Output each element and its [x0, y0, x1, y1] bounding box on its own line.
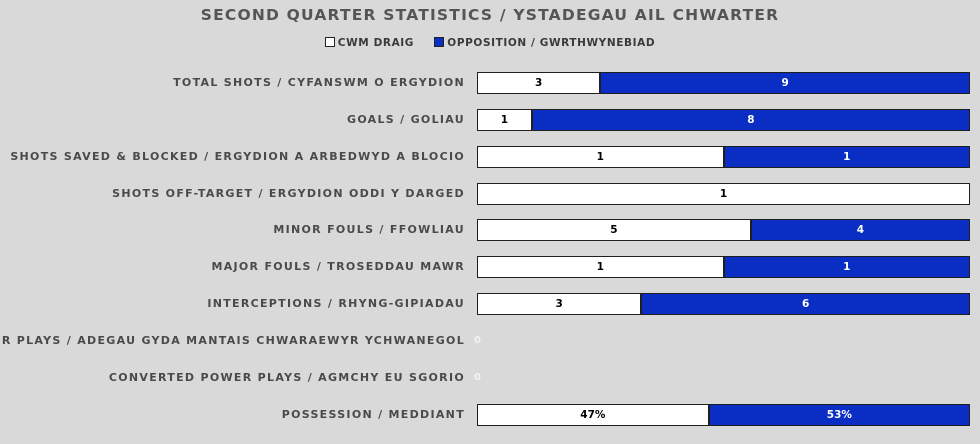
- category-label: POWER PLAYS / ADEGAU GYDA MANTAIS CHWARA…: [0, 334, 465, 347]
- category-label: CONVERTED POWER PLAYS / AGMCHY EU SGORIO: [108, 371, 465, 384]
- category-label: SHOTS OFF-TARGET / ERGYDION ODDI Y DARGE…: [112, 187, 465, 200]
- data-label: 1: [843, 261, 851, 273]
- data-label: 1: [500, 114, 509, 126]
- chart-row: SHOTS SAVED & BLOCKED / ERGYDION A ARBED…: [0, 146, 980, 168]
- bar-segment-home: 1: [477, 183, 970, 205]
- bar-segment-opposition: 8: [531, 109, 970, 131]
- data-label: 9: [781, 77, 789, 89]
- chart-row: SHOTS OFF-TARGET / ERGYDION ODDI Y DARGE…: [0, 183, 980, 205]
- chart-row: GOALS / GOLIAU 1 8: [0, 109, 980, 131]
- data-label: 1: [843, 151, 851, 163]
- bar-segment-opposition: 4: [750, 219, 970, 241]
- bar-segment-home: 3: [477, 293, 642, 315]
- category-label: INTERCEPTIONS / RHYNG-GIPIADAU: [207, 297, 465, 310]
- data-label: 47%: [580, 409, 606, 421]
- bar-segment-opposition: 9: [600, 72, 970, 94]
- category-label: POSSESSION / MEDDIANT: [281, 408, 465, 421]
- bar-segment-home: 1: [477, 146, 724, 168]
- legend-label-home: CWM DRAIG: [337, 37, 415, 49]
- category-label: TOTAL SHOTS / CYFANSWM O ERGYDION: [173, 76, 465, 89]
- bar-track: 47% 53%: [477, 404, 970, 426]
- data-label: 1: [719, 188, 728, 200]
- chart-row: POWER PLAYS / ADEGAU GYDA MANTAIS CHWARA…: [0, 330, 980, 352]
- chart-row: MAJOR FOULS / TROSEDDAU MAWR 1 1: [0, 256, 980, 278]
- data-label: 8: [747, 114, 755, 126]
- bar-segment-home: 47%: [477, 404, 709, 426]
- category-label: MINOR FOULS / FFOWLIAU: [273, 223, 465, 236]
- legend-item-home: CWM DRAIG: [324, 37, 415, 49]
- bar-segment-opposition: 1: [723, 256, 970, 278]
- data-label: 4: [856, 224, 865, 236]
- bar-segment-opposition: 6: [641, 293, 970, 315]
- legend-swatch-opposition: [434, 37, 445, 47]
- data-label: 3: [555, 298, 563, 310]
- bar-segment-home: 3: [477, 72, 601, 94]
- chart-row: MINOR FOULS / FFOWLIAU 5 4: [0, 219, 980, 241]
- chart-row: TOTAL SHOTS / CYFANSWM O ERGYDION 3 9: [0, 72, 980, 94]
- legend-swatch-home: [324, 37, 335, 47]
- chart-legend: CWM DRAIG OPPOSITION / GWRTHWYNEBIAD: [0, 37, 980, 49]
- legend-item-opposition: OPPOSITION / GWRTHWYNEBIAD: [434, 37, 655, 49]
- category-label: SHOTS SAVED & BLOCKED / ERGYDION A ARBED…: [10, 150, 465, 163]
- bar-segment-opposition: 1: [723, 146, 970, 168]
- chart-row: INTERCEPTIONS / RHYNG-GIPIADAU 3 6: [0, 293, 980, 315]
- bar-segment-opposition: 53%: [708, 404, 970, 426]
- data-label: 0: [474, 372, 481, 383]
- legend-label-opposition: OPPOSITION / GWRTHWYNEBIAD: [447, 37, 656, 49]
- chart-row: POSSESSION / MEDDIANT 47% 53%: [0, 404, 980, 426]
- data-label: 1: [596, 151, 604, 163]
- data-label: 53%: [826, 409, 852, 421]
- bar-segment-home: 1: [477, 109, 532, 131]
- bar-segment-home: 5: [477, 219, 751, 241]
- data-label: 5: [610, 224, 618, 236]
- data-label: 0: [474, 335, 481, 346]
- chart-row: CONVERTED POWER PLAYS / AGMCHY EU SGORIO…: [0, 367, 980, 389]
- category-label: GOALS / GOLIAU: [347, 113, 465, 126]
- bar-track: 1: [477, 183, 970, 205]
- data-label: 1: [596, 261, 604, 273]
- category-label: MAJOR FOULS / TROSEDDAU MAWR: [211, 260, 465, 273]
- data-label: 6: [802, 298, 810, 310]
- data-label: 3: [534, 77, 543, 89]
- bar-segment-home: 1: [477, 256, 724, 278]
- chart-title: SECOND QUARTER STATISTICS / YSTADEGAU AI…: [200, 6, 780, 24]
